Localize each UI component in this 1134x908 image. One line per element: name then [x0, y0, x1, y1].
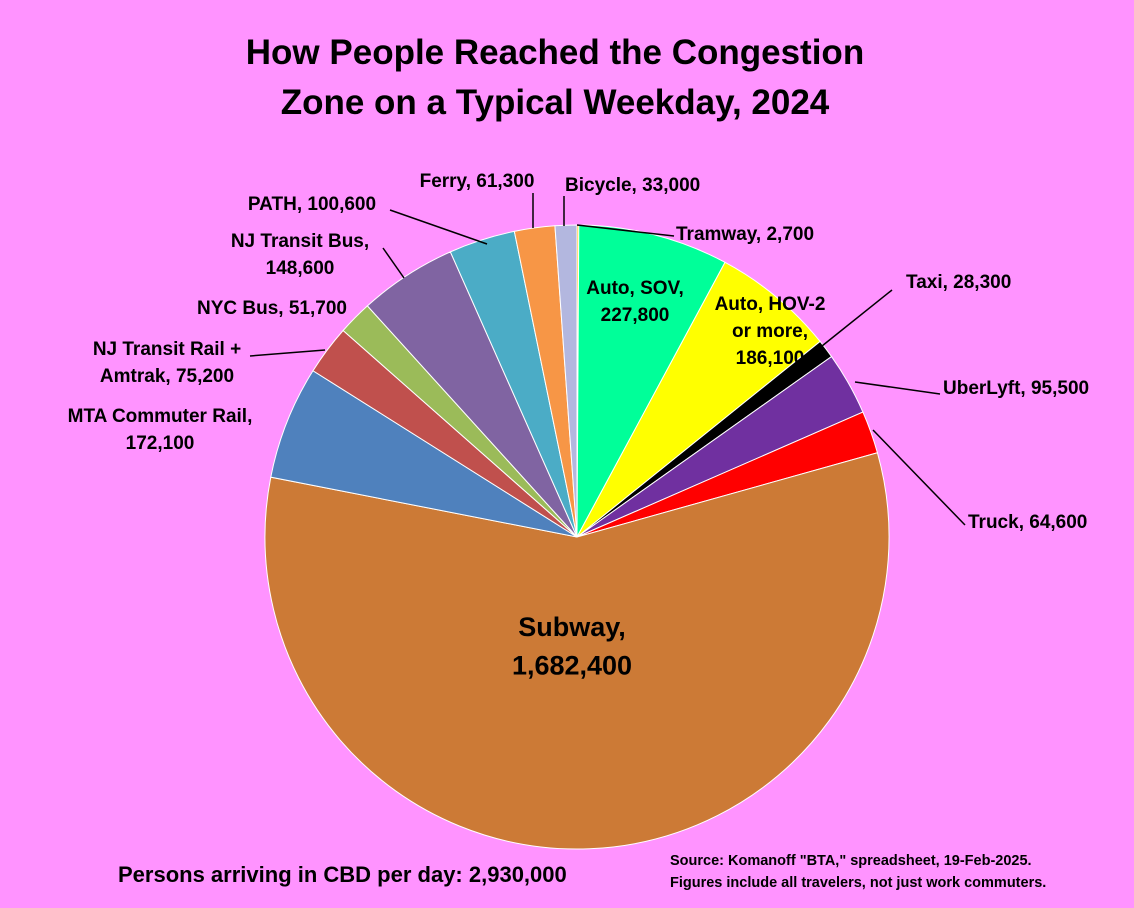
leader-line-tramway — [576, 224, 675, 237]
data-label-nj-transit-rail-amtrak: NJ Transit Rail + Amtrak, 75,200 — [93, 339, 241, 387]
chart-title: How People Reached the Congestion Zone o… — [200, 28, 910, 128]
leader-line-nj-transit-rail-amtrak — [249, 349, 326, 357]
leader-line-truck — [872, 429, 966, 526]
leader-line-uberlyft — [854, 381, 941, 395]
data-label-nj-transit-bus: NJ Transit Bus, 148,600 — [231, 231, 369, 279]
data-label-path: PATH, 100,600 — [248, 194, 376, 215]
data-label-tramway: Tramway, 2,700 — [676, 224, 814, 245]
leader-line-taxi — [821, 289, 893, 347]
pie-labels: Tramway, 2,700 Auto, SOV, 227,800 Auto, HOV… — [68, 171, 1089, 680]
leader-line-path — [389, 209, 488, 245]
data-label-nyc-bus: NYC Bus, 51,700 — [197, 298, 347, 319]
pie-slices — [264, 224, 890, 850]
data-label-mta-commuter-rail: MTA Commuter Rail, 172,100 — [68, 406, 253, 454]
data-label-ferry: Ferry, 61,300 — [420, 171, 535, 192]
data-label-truck: Truck, 64,600 — [968, 512, 1087, 533]
chart-title-line-2: Zone on a Typical Weekday, 2024 — [280, 83, 830, 122]
slice-auto-sov — [576, 224, 726, 538]
slice-auto-hov-2-or-more — [576, 261, 821, 538]
data-label-subway: Subway, 1,682,400 — [512, 612, 632, 680]
chart-title-line-1: How People Reached the Congestion — [245, 33, 865, 72]
data-label-uberlyft: UberLyft, 95,500 — [943, 378, 1089, 399]
source-line-1: Source: Komanoff "BTA," spreadsheet, 19-… — [670, 853, 1032, 869]
slice-subway — [264, 452, 890, 850]
slice-bicycle — [554, 224, 578, 538]
source-line-2: Figures include all travelers, not just … — [670, 875, 1047, 891]
leader-line-nj-transit-bus — [382, 247, 405, 279]
source-note: Source: Komanoff "BTA," spreadsheet, 19-… — [670, 850, 1046, 894]
data-label-auto-sov: Auto, SOV, 227,800 — [586, 278, 683, 326]
data-label-bicycle: Bicycle, 33,000 — [565, 175, 700, 196]
data-label-auto-hov-2-or-more: Auto, HOV-2 or more, 186,100 — [715, 294, 826, 369]
data-label-taxi: Taxi, 28,300 — [906, 272, 1011, 293]
total-persons-note: Persons arriving in CBD per day: 2,930,0… — [118, 862, 567, 887]
